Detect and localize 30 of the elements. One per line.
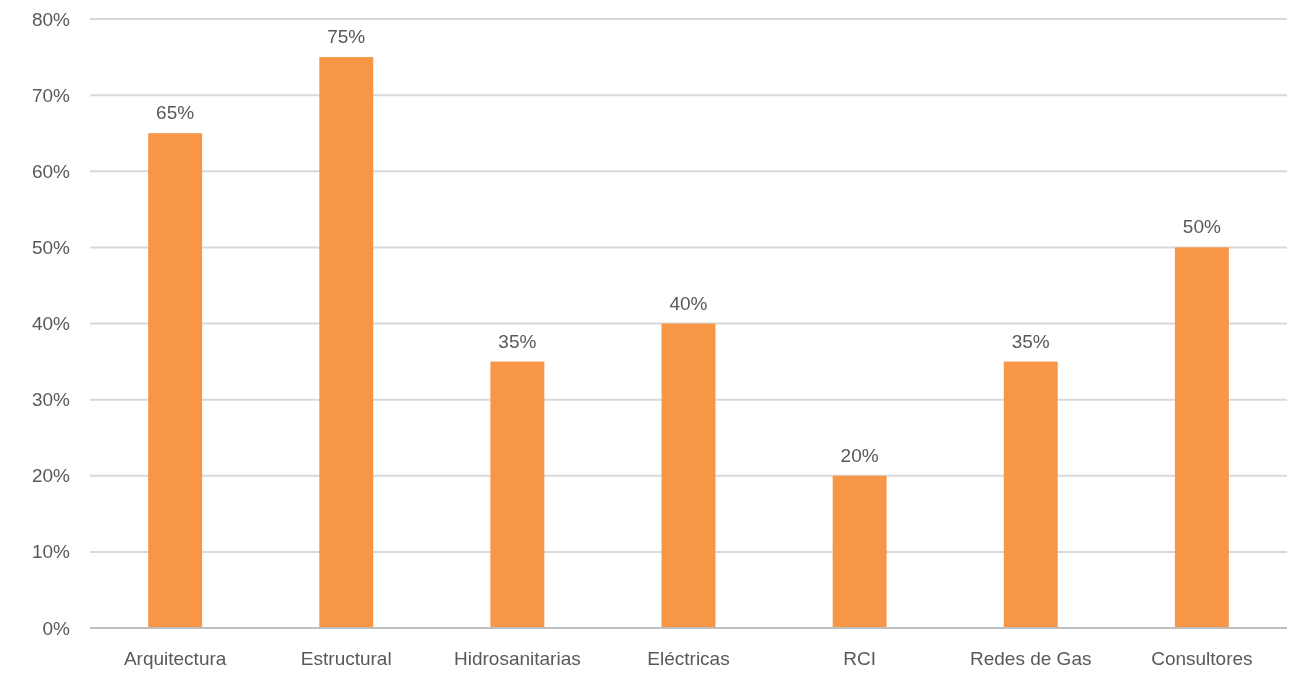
bar [319,57,374,628]
x-tick-label: Eléctricas [647,648,730,670]
y-tick-label: 20% [31,465,71,487]
data-label: 50% [1182,216,1221,238]
y-tick-label: 80% [31,8,71,30]
data-label: 75% [327,26,366,48]
data-label: 35% [498,330,537,352]
y-tick-label: 60% [31,160,71,182]
y-tick-label: 10% [31,541,71,563]
x-tick-label: Consultores [1151,648,1253,670]
bar [661,323,716,628]
y-tick-label: 40% [31,313,71,335]
x-tick-label: Redes de Gas [970,648,1092,670]
x-tick-label: Estructural [300,648,392,670]
data-label: 20% [840,444,879,466]
y-tick-label: 70% [31,84,71,106]
data-label: 65% [156,102,195,124]
y-tick-label: 50% [31,236,71,258]
y-tick-label: 30% [31,389,71,411]
data-label: 35% [1011,330,1050,352]
x-tick-label: Hidrosanitarias [454,648,581,670]
bar [490,361,545,628]
x-tick-label: Arquitectura [123,648,227,670]
bar [1003,361,1058,628]
data-label: 40% [669,292,708,314]
bar [832,475,887,628]
bar [1174,247,1229,628]
x-tick-label: RCI [843,648,876,670]
y-tick-label: 0% [42,617,71,639]
bar [148,133,203,628]
